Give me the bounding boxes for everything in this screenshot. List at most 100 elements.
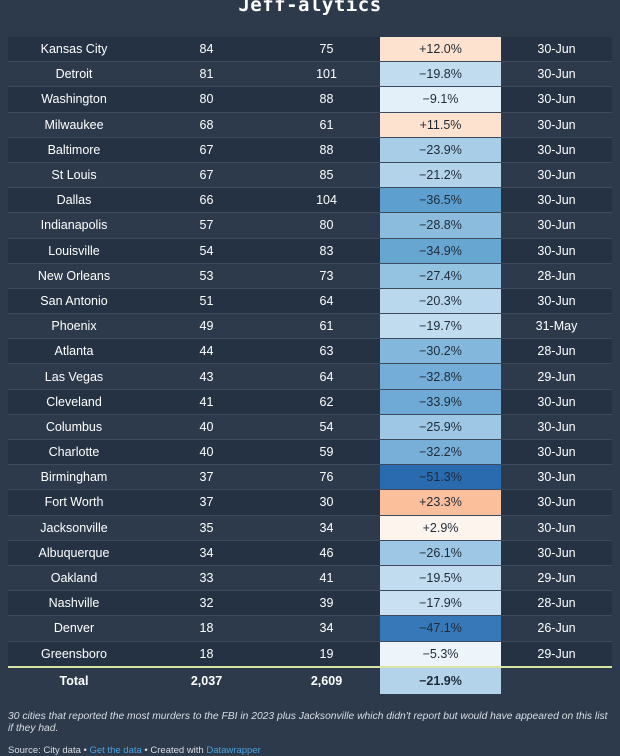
datawrapper-link[interactable]: Datawrapper	[206, 744, 261, 756]
table-row: Kansas City 84 75 +12.0% 30-Jun	[8, 37, 612, 63]
city-cell: Nashville	[8, 590, 140, 617]
value-2024-cell: 40	[140, 414, 273, 441]
value-2023-cell: 63	[273, 338, 380, 365]
value-2024-cell: 41	[140, 389, 273, 415]
change-cell: −27.4%	[380, 263, 501, 289]
city-cell: Indianapolis	[8, 212, 140, 239]
date-cell: 30-Jun	[501, 515, 612, 541]
table-row: Columbus 40 54 −25.9% 30-Jun	[8, 414, 612, 441]
change-cell: −9.1%	[380, 86, 501, 113]
get-data-link[interactable]: Get the data	[89, 744, 142, 756]
date-cell: 30-Jun	[501, 540, 612, 566]
city-cell: Kansas City	[8, 37, 140, 63]
value-2024-cell: 49	[140, 313, 273, 340]
change-cell: −47.1%	[380, 615, 501, 642]
city-cell: Cleveland	[8, 389, 140, 415]
change-cell: −19.7%	[380, 313, 501, 340]
header: Jeff-alytics	[0, 0, 620, 37]
date-cell: 30-Jun	[501, 86, 612, 113]
value-2024-cell: 54	[140, 238, 273, 264]
page-title: Jeff-alytics	[238, 0, 382, 16]
value-2023-cell: 61	[273, 112, 380, 138]
change-cell: −32.8%	[380, 363, 501, 390]
city-cell: Detroit	[8, 61, 140, 88]
value-2024-cell: 68	[140, 112, 273, 138]
table-row: Louisville 54 83 −34.9% 30-Jun	[8, 238, 612, 264]
change-cell: −30.2%	[380, 338, 501, 365]
change-cell: −33.9%	[380, 389, 501, 415]
table-row: Indianapolis 57 80 −28.8% 30-Jun	[8, 212, 612, 239]
city-cell: Louisville	[8, 238, 140, 264]
date-cell: 30-Jun	[501, 489, 612, 516]
date-cell: 29-Jun	[501, 363, 612, 390]
city-cell: San Antonio	[8, 288, 140, 315]
total-row: Total 2,037 2,609 −21.9%	[8, 665, 612, 694]
value-2024-cell: 53	[140, 263, 273, 289]
date-cell: 30-Jun	[501, 464, 612, 491]
value-2023-cell: 19	[273, 641, 380, 668]
city-cell: Phoenix	[8, 313, 140, 340]
source-line: Source: City data • Get the data • Creat…	[0, 735, 620, 756]
date-cell: 28-Jun	[501, 338, 612, 365]
change-cell: −21.2%	[380, 162, 501, 189]
date-cell: 28-Jun	[501, 590, 612, 617]
value-2024-cell: 43	[140, 363, 273, 390]
value-2023-cell: 88	[273, 137, 380, 163]
total-label: Total	[8, 665, 140, 694]
table-row: Phoenix 49 61 −19.7% 31-May	[8, 313, 612, 340]
change-cell: +2.9%	[380, 515, 501, 541]
value-2024-cell: 37	[140, 489, 273, 516]
murders-table: Kansas City 84 75 +12.0% 30-Jun Detroit 81 101−…	[8, 37, 612, 694]
value-2023-cell: 54	[273, 414, 380, 441]
change-cell: −32.2%	[380, 439, 501, 466]
source-prefix: Source: City data •	[8, 744, 90, 756]
date-cell: 30-Jun	[501, 187, 612, 214]
city-cell: St Louis	[8, 162, 140, 189]
value-2023-cell: 101	[273, 61, 380, 88]
date-cell: 30-Jun	[501, 37, 612, 63]
source-mid: • Created with	[141, 744, 207, 756]
value-2023-cell: 73	[273, 263, 380, 289]
table-row: Birmingham 37 76 −51.3% 30-Jun	[8, 464, 612, 491]
value-2023-cell: 85	[273, 162, 380, 189]
change-cell: −19.5%	[380, 565, 501, 592]
date-cell: 30-Jun	[501, 439, 612, 466]
date-cell: 30-Jun	[501, 112, 612, 138]
date-cell: 30-Jun	[501, 162, 612, 189]
total-2023: 2,609	[273, 665, 380, 694]
table-row: Fort Worth 37 30 +23.3% 30-Jun	[8, 489, 612, 516]
table-row: Greensboro 18 19 −5.3% 29-Jun	[8, 641, 612, 668]
total-change: −21.9%	[380, 665, 501, 694]
notes: 30 cities that reported the most murders…	[8, 710, 608, 734]
value-2023-cell: 75	[273, 37, 380, 63]
value-2024-cell: 66	[140, 187, 273, 214]
change-cell: +12.0%	[380, 37, 501, 63]
change-cell: −19.8%	[380, 61, 501, 88]
value-2024-cell: 81	[140, 61, 273, 88]
table-row: Milwaukee 68 61 +11.5% 30-Jun	[8, 112, 612, 138]
date-cell: 30-Jun	[501, 414, 612, 441]
city-cell: Birmingham	[8, 464, 140, 491]
value-2024-cell: 33	[140, 565, 273, 592]
date-cell: 30-Jun	[501, 137, 612, 163]
table-row: St Louis 67 85 −21.2% 30-Jun	[8, 162, 612, 189]
table-row: Dallas 66 104 −36.5% 30-Jun	[8, 187, 612, 214]
value-2024-cell: 34	[140, 540, 273, 566]
value-2023-cell: 41	[273, 565, 380, 592]
value-2024-cell: 80	[140, 86, 273, 113]
table-row: San Antonio 51 64 −20.3% 30-Jun	[8, 288, 612, 315]
value-2023-cell: 64	[273, 288, 380, 315]
date-cell: 26-Jun	[501, 615, 612, 642]
change-cell: −34.9%	[380, 238, 501, 264]
table-row: Baltimore 67 88 −23.9% 30-Jun	[8, 137, 612, 163]
city-cell: Milwaukee	[8, 112, 140, 138]
city-cell: Jacksonville	[8, 515, 140, 541]
value-2024-cell: 44	[140, 338, 273, 365]
city-cell: Albuquerque	[8, 540, 140, 566]
total-date	[501, 665, 612, 694]
value-2023-cell: 59	[273, 439, 380, 466]
value-2024-cell: 84	[140, 37, 273, 63]
change-cell: −26.1%	[380, 540, 501, 566]
change-cell: −17.9%	[380, 590, 501, 617]
value-2023-cell: 46	[273, 540, 380, 566]
